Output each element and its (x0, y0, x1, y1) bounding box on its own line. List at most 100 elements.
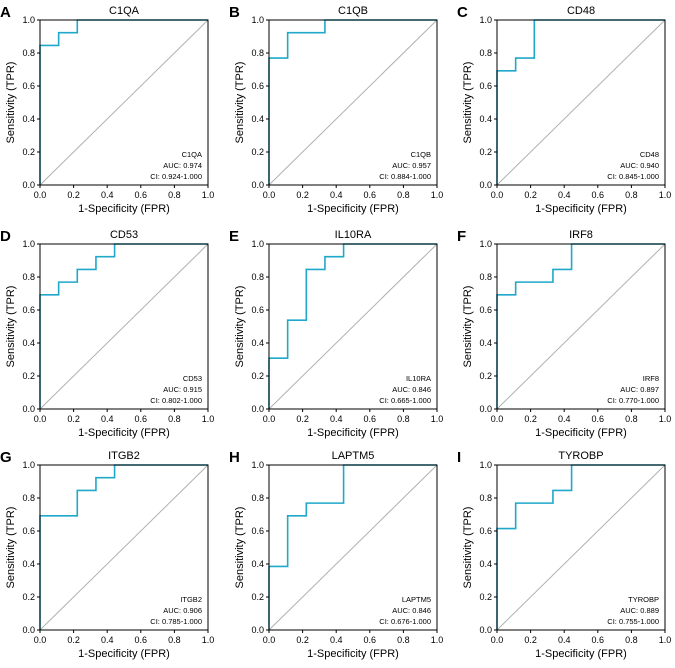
legend-name: IRF8 (643, 374, 659, 383)
roc-panel-il10ra: E IL10RA 0.00.0 0.2 0.2 0.4 0.4 0.6 0.6 0.8 0.8 1.0… (229, 228, 443, 439)
roc-panel-c1qa: A C1QA 0.00.0 0.2 0.2 0.4 0.4 0.6 0.6 0.8 0.8 1.0 1.… (0, 4, 214, 215)
panel-title: CD53 (110, 229, 138, 241)
plot-frame (39, 464, 209, 631)
y-tick-label: 0.2 (479, 592, 492, 602)
y-tick-label: 0.8 (251, 493, 264, 503)
x-tick-label: 0.2 (296, 190, 309, 200)
y-tick-label: 0.4 (251, 338, 264, 348)
y-tick-label: 0.0 (479, 404, 492, 414)
y-tick-label: 0.4 (22, 338, 35, 348)
plot-frame (39, 243, 209, 410)
panel-label: H (229, 449, 240, 466)
x-tick-label: 1.0 (202, 414, 215, 424)
plot-frame (496, 243, 666, 410)
y-axis-label: Sensitivity (TPR) (5, 507, 17, 589)
roc-curve (39, 464, 208, 630)
x-tick-label: 0.0 (34, 414, 47, 424)
y-tick-label: 0.4 (479, 114, 492, 124)
x-tick-label: 1.0 (202, 635, 215, 645)
x-tick-label: 0.8 (625, 190, 638, 200)
x-tick-label: 0.8 (397, 635, 410, 645)
y-tick-label: 1.0 (479, 15, 492, 25)
y-tick-label: 0.2 (479, 371, 492, 381)
x-tick-label: 1.0 (659, 414, 672, 424)
legend-name: ITGB2 (180, 595, 202, 604)
y-tick-label: 0.8 (251, 272, 264, 282)
y-tick-label: 0.2 (251, 371, 264, 381)
x-tick-label: 0.2 (524, 414, 537, 424)
roc-panel-irf8: F IRF8 0.00.0 0.2 0.2 0.4 0.4 0.6 0.6 0.8 0.8 1.0 1.… (457, 228, 671, 439)
x-tick-label: 0.8 (168, 414, 181, 424)
x-tick-label: 0.2 (296, 635, 309, 645)
x-tick-label: 1.0 (431, 190, 444, 200)
x-tick-label: 0.6 (135, 414, 148, 424)
legend-name: LAPTM5 (402, 595, 431, 604)
x-tick-label: 0.6 (364, 414, 377, 424)
x-tick-label: 0.8 (397, 414, 410, 424)
roc-curve (39, 243, 208, 409)
legend-ci: CI: 0.770-1.000 (607, 396, 659, 405)
y-tick-label: 0.6 (479, 526, 492, 536)
legend-ci: CI: 0.785-1.000 (150, 617, 202, 626)
y-axis-label: Sensitivity (TPR) (462, 62, 474, 144)
panel-label: B (229, 4, 240, 21)
panel-title: IRF8 (569, 229, 593, 241)
roc-panel-c1qb: B C1QB 0.00.0 0.2 0.2 0.4 0.4 0.6 0.6 0.8 0.8 1.0 1.… (229, 4, 443, 215)
y-tick-label: 0.8 (22, 48, 35, 58)
y-tick-label: 0.6 (251, 81, 264, 91)
legend-ci: CI: 0.665-1.000 (379, 396, 431, 405)
y-tick-label: 1.0 (251, 239, 264, 249)
x-tick-label: 0.6 (592, 635, 605, 645)
x-tick-label: 0.0 (263, 635, 276, 645)
legend-ci: CI: 0.845-1.000 (607, 172, 659, 181)
x-tick-label: 0.0 (263, 414, 276, 424)
x-tick-label: 0.6 (364, 190, 377, 200)
y-tick-label: 0.0 (251, 625, 264, 635)
diagonal-reference-line (39, 243, 209, 410)
x-tick-label: 0.8 (168, 635, 181, 645)
panel-label: F (457, 228, 466, 245)
x-tick-label: 0.6 (592, 190, 605, 200)
x-tick-label: 0.4 (101, 414, 114, 424)
x-axis-label: 1-Specificity (FPR) (78, 427, 170, 439)
x-axis-label: 1-Specificity (FPR) (307, 648, 399, 660)
panel-label: E (229, 228, 239, 245)
x-tick-label: 0.8 (168, 190, 181, 200)
roc-panel-laptm5: H LAPTM5 0.00.0 0.2 0.2 0.4 0.4 0.6 0.6 0.8 0.8 1.0… (229, 449, 443, 660)
diagonal-reference-line (496, 19, 666, 186)
legend-name: CD48 (640, 150, 659, 159)
y-tick-label: 1.0 (479, 239, 492, 249)
x-tick-label: 0.4 (558, 635, 571, 645)
roc-panel-itgb2: G ITGB2 0.00.0 0.2 0.2 0.4 0.4 0.6 0.6 0.8 0.8 1.0 1… (0, 449, 214, 660)
panel-label: I (457, 449, 461, 466)
y-tick-label: 1.0 (22, 460, 35, 470)
x-tick-label: 0.2 (296, 414, 309, 424)
panel-title: TYROBP (558, 450, 603, 462)
plot-frame (496, 19, 666, 186)
panel-title: C1QB (338, 5, 368, 17)
x-tick-label: 0.8 (625, 414, 638, 424)
roc-curve (268, 243, 437, 409)
y-axis-label: Sensitivity (TPR) (462, 286, 474, 368)
legend-auc: AUC: 0.915 (163, 385, 202, 394)
x-tick-label: 0.4 (330, 190, 343, 200)
x-tick-label: 0.6 (135, 635, 148, 645)
y-tick-label: 0.6 (22, 526, 35, 536)
legend-name: C1QA (182, 150, 202, 159)
legend-name: C1QB (411, 150, 431, 159)
roc-curve (268, 464, 437, 630)
y-axis-label: Sensitivity (TPR) (5, 286, 17, 368)
y-axis-label: Sensitivity (TPR) (234, 62, 246, 144)
y-tick-label: 0.0 (22, 180, 35, 190)
y-tick-label: 1.0 (479, 460, 492, 470)
y-axis-label: Sensitivity (TPR) (234, 507, 246, 589)
panel-label: A (0, 4, 11, 21)
y-tick-label: 0.6 (479, 81, 492, 91)
legend-auc: AUC: 0.897 (620, 385, 659, 394)
roc-panel-cd53: D CD53 0.00.0 0.2 0.2 0.4 0.4 0.6 0.6 0.8 0.8 1.0 1.… (0, 228, 214, 439)
x-tick-label: 0.2 (67, 414, 80, 424)
legend-ci: CI: 0.924-1.000 (150, 172, 202, 181)
y-tick-label: 0.4 (22, 114, 35, 124)
diagonal-reference-line (39, 464, 209, 631)
